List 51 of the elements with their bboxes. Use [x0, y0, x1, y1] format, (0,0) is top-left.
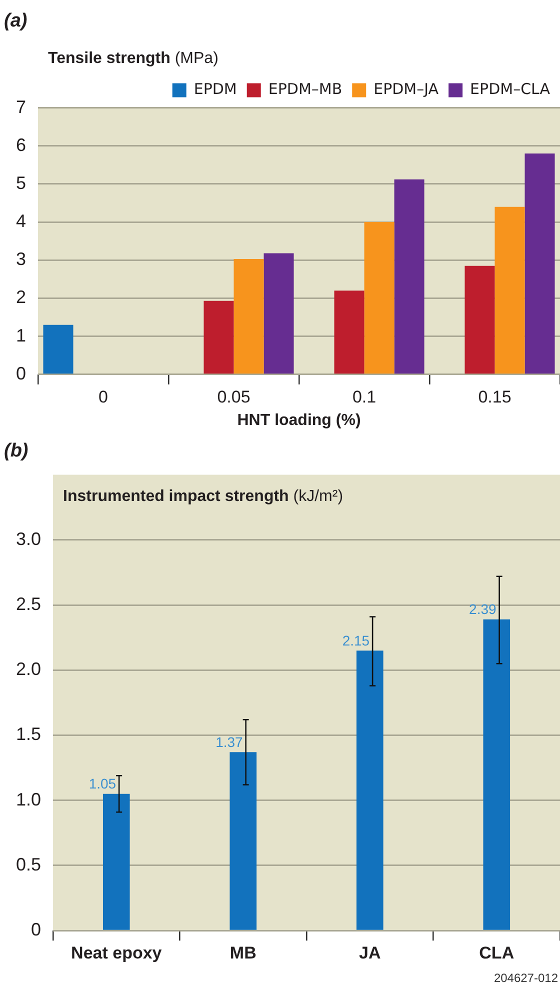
bar [524, 154, 555, 374]
legend-label: EPDM–CLA [470, 80, 551, 98]
y-tick-label: 2 [16, 287, 26, 308]
bar [483, 619, 510, 930]
x-tick-label: JA [359, 943, 381, 962]
y-tick-label: 1 [16, 325, 26, 346]
x-axis-title: HNT loading (%) [237, 412, 361, 429]
y-tick-label: 1.0 [16, 789, 42, 810]
y-tick-label: 2.0 [16, 659, 42, 680]
y-tick-label: 3 [16, 249, 26, 270]
bar [494, 206, 525, 374]
legend-label: EPDM [194, 80, 237, 98]
x-tick-label: 0.1 [352, 387, 376, 406]
bar [464, 266, 495, 374]
legend-label: EPDM–JA [374, 80, 440, 98]
data-label: 2.39 [469, 601, 497, 618]
x-tick-label: Neat epoxy [71, 943, 162, 962]
y-tick-label: 0.5 [16, 854, 42, 874]
y-tick-label: 0 [16, 363, 26, 384]
x-tick-label: 0.05 [217, 387, 250, 406]
bar [102, 794, 130, 930]
x-tick-label: 0.15 [478, 387, 512, 406]
data-label: 2.15 [342, 632, 370, 648]
y-tick-label: 4 [16, 211, 26, 232]
text: 204627-012 [494, 971, 558, 985]
bar [234, 259, 264, 374]
y-tick-label: 7 [16, 96, 26, 117]
bar [364, 222, 394, 374]
y-tick-label: 5 [16, 172, 26, 193]
bar [356, 650, 384, 930]
y-tick-label: 2.5 [16, 594, 42, 614]
chart-title: (a) [4, 10, 28, 32]
bar [204, 300, 234, 374]
bar [43, 324, 74, 374]
data-label: 1.05 [88, 776, 116, 792]
y-tick-label: 3.0 [16, 528, 42, 549]
x-tick-label: MB [230, 943, 256, 962]
bar [394, 179, 424, 374]
legend-label: EPDM–MB [268, 80, 342, 98]
y-tick-label: 6 [16, 134, 26, 155]
data-label: 1.37 [216, 734, 244, 750]
y-axis-title: Tensile strength (MPa) [48, 50, 218, 68]
bar [230, 752, 257, 930]
bar [264, 253, 294, 374]
y-tick-label: 0 [31, 920, 42, 940]
bar [334, 290, 364, 374]
chart-title: (b) [4, 440, 28, 462]
y-axis-title: Instrumented impact strength (kJ/m²) [63, 488, 344, 506]
x-tick-label: 0 [98, 387, 108, 406]
y-tick-label: 1.5 [16, 724, 42, 744]
x-tick-label: CLA [479, 943, 514, 962]
